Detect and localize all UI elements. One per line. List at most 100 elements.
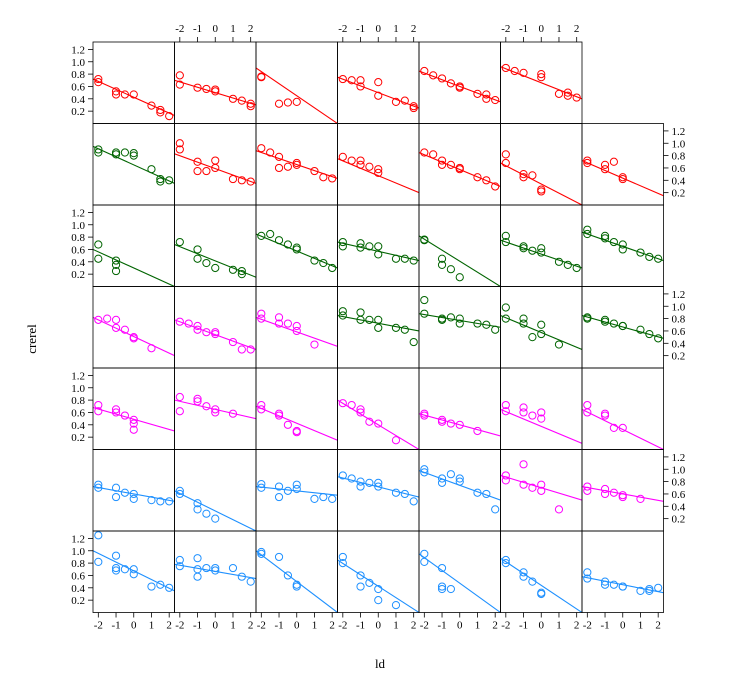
data-point — [202, 328, 211, 337]
data-point — [429, 71, 438, 80]
regression-line — [419, 413, 501, 437]
panel-border — [500, 449, 583, 532]
data-point — [455, 165, 464, 174]
data-point — [583, 408, 592, 417]
panel — [174, 204, 257, 287]
data-point — [455, 83, 464, 92]
data-point — [391, 600, 401, 610]
data-point — [437, 563, 447, 573]
data-point — [391, 323, 401, 332]
regression-line — [174, 244, 256, 278]
data-point — [257, 73, 266, 82]
y-axis-left: 0.20.40.60.81.01.2 — [71, 207, 93, 281]
x-tick-label: 2 — [574, 620, 580, 632]
data-point — [202, 258, 211, 268]
y-tick-label: 1.2 — [672, 126, 686, 138]
data-point — [482, 320, 491, 329]
data-point — [129, 149, 138, 158]
data-point — [111, 566, 121, 575]
y-tick-label: 1.2 — [71, 44, 85, 56]
y-axis-right: 0.20.40.60.81.01.2 — [663, 289, 686, 363]
data-point — [147, 344, 156, 353]
panel — [500, 41, 583, 124]
data-point — [554, 89, 564, 98]
data-point — [409, 256, 418, 265]
data-point — [446, 265, 455, 274]
x-tick-label: 0 — [294, 620, 300, 632]
panel — [255, 123, 338, 206]
x-tick-label: -2 — [338, 23, 347, 35]
data-point — [147, 582, 156, 591]
panel — [581, 449, 664, 532]
data-point — [356, 82, 365, 91]
x-tick-label: 0 — [620, 620, 626, 632]
panel — [337, 204, 420, 287]
data-point — [156, 177, 165, 186]
data-point — [519, 403, 528, 412]
panel — [255, 449, 338, 532]
panel — [581, 367, 664, 450]
data-point — [94, 240, 103, 249]
data-point — [537, 329, 546, 339]
y-tick-label: 0.8 — [71, 232, 85, 244]
data-point — [111, 563, 121, 573]
data-point — [537, 244, 546, 253]
data-point — [129, 415, 138, 424]
panel — [418, 41, 501, 124]
data-point — [537, 320, 546, 329]
x-tick-label: 2 — [411, 620, 417, 632]
data-point — [554, 340, 564, 349]
data-point — [501, 555, 510, 565]
data-point — [437, 417, 447, 426]
data-point — [165, 583, 174, 592]
data-point — [420, 468, 429, 477]
data-point — [292, 326, 301, 336]
panel — [581, 123, 664, 206]
data-point — [111, 405, 121, 414]
panel-border — [92, 204, 175, 287]
regression-line — [93, 406, 175, 432]
data-point — [510, 66, 519, 76]
data-point — [374, 78, 383, 87]
data-point — [636, 325, 645, 334]
panel-border — [500, 530, 583, 613]
data-point — [274, 492, 284, 502]
data-point — [600, 160, 610, 169]
data-point — [257, 314, 266, 323]
x-axis-bottom: -2 -1 0 1 2 — [94, 612, 172, 632]
data-point — [609, 237, 618, 247]
regression-line — [256, 67, 338, 124]
regression-line — [582, 160, 664, 197]
x-tick-label: -2 — [501, 620, 510, 632]
data-point — [120, 411, 129, 420]
y-tick-label: 0.2 — [672, 351, 686, 363]
data-point — [374, 478, 383, 487]
data-point — [246, 102, 255, 111]
data-point — [437, 260, 447, 269]
data-point — [501, 303, 510, 312]
data-point — [94, 480, 103, 489]
x-tick-label: 1 — [149, 620, 155, 632]
data-point — [482, 94, 491, 103]
x-tick-label: -1 — [356, 23, 365, 35]
data-point — [228, 563, 238, 573]
data-point — [94, 400, 103, 410]
data-point — [374, 91, 383, 100]
x-tick-label: -1 — [274, 620, 283, 632]
regression-line — [500, 239, 582, 269]
data-point — [563, 260, 572, 269]
data-point — [257, 309, 266, 318]
data-point — [609, 157, 618, 166]
data-point — [537, 589, 546, 599]
data-point — [292, 321, 301, 331]
regression-line — [256, 405, 338, 441]
panel — [92, 530, 175, 613]
data-point — [400, 325, 409, 334]
regression-line — [93, 486, 175, 502]
y-tick-label: 1.0 — [71, 546, 85, 558]
data-point — [519, 170, 528, 179]
data-point — [147, 101, 156, 110]
data-point — [609, 488, 618, 497]
panel — [418, 204, 501, 287]
data-point — [283, 571, 292, 580]
